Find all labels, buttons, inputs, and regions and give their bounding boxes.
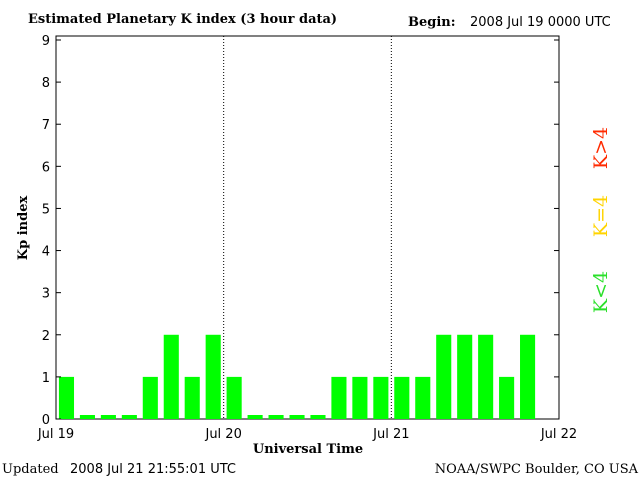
kp-bar — [247, 415, 263, 419]
y-tick-label: 9 — [42, 34, 50, 49]
kp-bar — [310, 415, 326, 419]
x-tick-label: Jul 20 — [204, 427, 241, 442]
kp-bar — [268, 415, 284, 419]
y-tick-label: 8 — [42, 76, 50, 91]
y-axis-label: Kp index — [16, 196, 31, 261]
legend-k-lt-4: K<4 — [590, 271, 612, 313]
y-tick-label: 6 — [42, 160, 50, 175]
kp-bar — [100, 415, 116, 419]
begin-value: 2008 Jul 19 0000 UTC — [470, 15, 611, 30]
plot-area — [55, 35, 560, 420]
updated-label: Updated — [2, 462, 59, 477]
kp-bar — [226, 376, 242, 419]
y-axis-ticks: 0 1 2 3 4 5 6 7 8 9 — [42, 34, 559, 428]
y-tick-label: 3 — [42, 287, 50, 302]
kp-bar — [331, 376, 347, 419]
kp-bar — [436, 334, 452, 419]
y-tick-label: 2 — [42, 329, 50, 344]
kp-bar — [352, 376, 368, 419]
kp-bar — [373, 376, 389, 419]
y-tick-label: 7 — [42, 118, 50, 133]
kp-bar — [163, 334, 179, 419]
kp-bar — [394, 376, 410, 419]
chart-title: Estimated Planetary K index (3 hour data… — [28, 12, 337, 27]
kp-bar — [289, 415, 305, 419]
kp-bar — [79, 415, 95, 419]
kp-bar — [457, 334, 473, 419]
y-tick-label: 1 — [42, 371, 50, 386]
kp-bar — [415, 376, 431, 419]
legend-k-gt-4: K>4 — [590, 127, 612, 169]
kp-bar — [499, 376, 515, 419]
source-credit: NOAA/SWPC Boulder, CO USA — [435, 462, 639, 477]
x-axis-ticks: Jul 19 Jul 20 Jul 21 Jul 22 — [37, 427, 577, 442]
x-tick-label: Jul 22 — [540, 427, 577, 442]
kp-bar — [142, 376, 158, 419]
updated-value: 2008 Jul 21 21:55:01 UTC — [70, 462, 236, 477]
y-tick-label: 0 — [42, 413, 50, 428]
legend-k-eq-4: K=4 — [590, 195, 612, 237]
kp-bar — [121, 415, 137, 419]
day-dividers — [223, 36, 392, 419]
kp-bar — [205, 334, 221, 419]
begin-label: Begin: — [408, 15, 456, 30]
y-tick-label: 5 — [42, 202, 50, 217]
kp-bar — [58, 376, 75, 419]
bars-group — [58, 334, 536, 419]
x-axis-label: Universal Time — [253, 442, 363, 457]
x-tick-label: Jul 21 — [372, 427, 409, 442]
kp-bar — [520, 334, 536, 419]
kp-bar — [478, 334, 494, 419]
x-tick-label: Jul 19 — [37, 427, 74, 442]
y-tick-label: 4 — [42, 245, 50, 260]
kp-bar — [184, 376, 200, 419]
